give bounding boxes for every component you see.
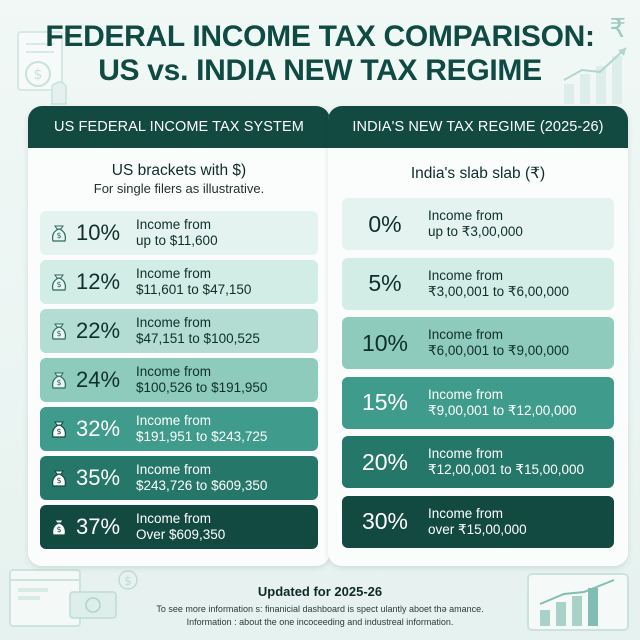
svg-text:$: $: [56, 280, 61, 289]
page-title: FEDERAL INCOME TAX COMPARISON: US vs. IN…: [0, 20, 640, 88]
us-bracket-row: $24% Income from $100,526 to $191,950: [40, 358, 318, 402]
india-slab-rate: 30%: [361, 508, 409, 534]
us-panel-header: US FEDERAL INCOME TAX SYSTEM: [28, 106, 330, 148]
us-bracket-amount: $47,151 to $100,525: [136, 331, 260, 346]
us-subtitle: US brackets with $): [111, 162, 247, 179]
india-slab-amount: ₹6,00,001 to ₹9,00,000: [428, 343, 570, 358]
svg-text:$: $: [56, 231, 61, 240]
us-bracket-rate: 37%: [76, 514, 121, 539]
india-slab-row: 10% Income from ₹6,00,001 to ₹9,00,000: [342, 317, 614, 369]
us-bracket-rate: 24%: [76, 367, 121, 392]
us-bracket-amount: $100,526 to $191,950: [136, 380, 268, 395]
india-slab-range: Income from over ₹15,00,000: [428, 506, 527, 538]
india-slab-rate: 20%: [361, 448, 409, 475]
us-bracket-label: Income from: [136, 511, 212, 526]
money-bag-icon: $: [48, 271, 70, 293]
india-slab-rate: 10%: [361, 329, 409, 356]
india-slab-amount: over ₹15,00,000: [428, 521, 527, 537]
us-bracket-row: $35% Income from $243,726 to $609,350: [40, 456, 318, 500]
us-bracket-amount: $243,726 to $609,350: [136, 478, 268, 493]
us-bracket-label: Income from: [136, 315, 212, 330]
india-slab-amount: ₹3,00,001 to ₹6,00,000: [428, 283, 570, 299]
svg-text:$: $: [56, 476, 61, 485]
india-slab-rate: 5%: [368, 270, 402, 296]
money-bag-icon: $: [48, 516, 70, 538]
us-bracket-label: Income from: [136, 217, 212, 232]
us-bracket-label: Income from: [136, 413, 212, 428]
svg-text:$: $: [56, 427, 61, 436]
india-slab-range: Income from ₹3,00,001 to ₹6,00,000: [428, 268, 569, 300]
india-slab-rate: 0%: [368, 210, 402, 237]
india-slab-row: 20% Income from ₹12,00,001 to ₹15,00,000: [342, 436, 614, 488]
india-slab-range: Income from up to ₹3,00,000: [428, 208, 523, 240]
svg-text:$: $: [56, 378, 61, 387]
us-bracket-row: $22% Income from $47,151 to $100,525: [40, 309, 318, 353]
us-bracket-range: Income from $243,726 to $609,350: [136, 462, 267, 494]
india-slab-range: Income from ₹12,00,001 to ₹15,00,000: [428, 446, 584, 478]
india-panel-body: India's slab slab (₹) 0% Income from up to…: [328, 148, 628, 566]
india-slab-row: 5% Income from ₹3,00,001 to ₹6,00,000: [342, 257, 614, 310]
us-bracket-amount: up to $11,600: [136, 233, 218, 248]
india-slab-label: Income from: [428, 327, 504, 342]
money-bag-icon: $: [48, 222, 70, 244]
svg-text:$: $: [56, 525, 61, 534]
india-slab-rate: 15%: [361, 389, 409, 415]
us-bracket-range: Income from $11,601 to $47,150: [136, 266, 251, 298]
title-line-2: US vs. INDIA NEW TAX REGIME: [98, 54, 542, 87]
us-bracket-amount: Over $609,350: [136, 527, 226, 542]
money-bag-icon: $: [48, 467, 70, 489]
india-slab-label: Income from: [428, 208, 504, 223]
india-slab-row: 15% Income from ₹9,00,001 to ₹12,00,000: [342, 376, 614, 429]
us-bracket-rate: 32%: [76, 416, 121, 441]
us-bracket-row: $10% Income from up to $11,600: [40, 211, 318, 255]
footer-note-2: Information : about the one incoceeding …: [186, 617, 454, 627]
us-bracket-range: Income from $191,951 to $243,725: [136, 413, 267, 445]
india-slab-row: 30% Income from over ₹15,00,000: [342, 495, 614, 548]
india-slab-amount: up to ₹3,00,000: [428, 224, 523, 239]
india-slab-amount: ₹12,00,001 to ₹15,00,000: [428, 462, 585, 477]
india-slab-label: Income from: [428, 386, 504, 402]
india-slab-range: Income from ₹6,00,001 to ₹9,00,000: [428, 327, 569, 359]
india-slab-label: Income from: [428, 505, 504, 521]
money-bag-icon: $: [48, 320, 70, 342]
india-slab-label: Income from: [428, 446, 504, 461]
us-note: For single filers as illustrative.: [93, 181, 265, 196]
us-bracket-row: $12% Income from $11,601 to $47,150: [40, 260, 318, 304]
us-bracket-rate: 12%: [76, 269, 121, 294]
us-panel-body: US brackets with $) For single filers as…: [28, 148, 330, 566]
us-tax-panel: US FEDERAL INCOME TAX SYSTEM US brackets…: [28, 106, 330, 566]
us-bracket-row: $37% Income from Over $609,350: [40, 505, 318, 549]
title-line-1: FEDERAL INCOME TAX COMPARISON:: [45, 20, 595, 53]
india-tax-panel: INDIA'S NEW TAX REGIME (2025-26) India's…: [328, 106, 628, 566]
us-bracket-range: Income from $47,151 to $100,525: [136, 315, 260, 347]
india-slab-label: Income from: [428, 267, 504, 283]
us-bracket-label: Income from: [136, 266, 212, 281]
us-bracket-range: Income from Over $609,350: [136, 511, 225, 543]
india-panel-header: INDIA'S NEW TAX REGIME (2025-26): [328, 106, 628, 148]
us-bracket-rate: 35%: [76, 465, 121, 490]
us-bracket-label: Income from: [136, 364, 212, 379]
us-bracket-rate: 10%: [76, 220, 121, 245]
footer-note-1: To see more information s: finanicial da…: [156, 604, 484, 614]
india-subtitle: India's slab slab (₹): [410, 165, 546, 182]
us-bracket-range: Income from up to $11,600: [136, 217, 218, 249]
us-bracket-rate: 22%: [76, 318, 121, 343]
money-bag-icon: $: [48, 418, 70, 440]
india-slab-range: Income from ₹9,00,001 to ₹12,00,000: [428, 387, 577, 419]
footer-title: Updated for 2025-26: [257, 584, 383, 599]
svg-text:$: $: [56, 329, 61, 338]
india-slab-amount: ₹9,00,001 to ₹12,00,000: [428, 402, 577, 418]
us-bracket-range: Income from $100,526 to $191,950: [136, 364, 267, 396]
us-bracket-label: Income from: [136, 462, 212, 477]
us-bracket-amount: $11,601 to $47,150: [136, 282, 252, 297]
us-bracket-row: $32% Income from $191,951 to $243,725: [40, 407, 318, 451]
money-bag-icon: $: [48, 369, 70, 391]
us-bracket-amount: $191,951 to $243,725: [136, 429, 268, 444]
india-slab-row: 0% Income from up to ₹3,00,000: [342, 198, 614, 250]
